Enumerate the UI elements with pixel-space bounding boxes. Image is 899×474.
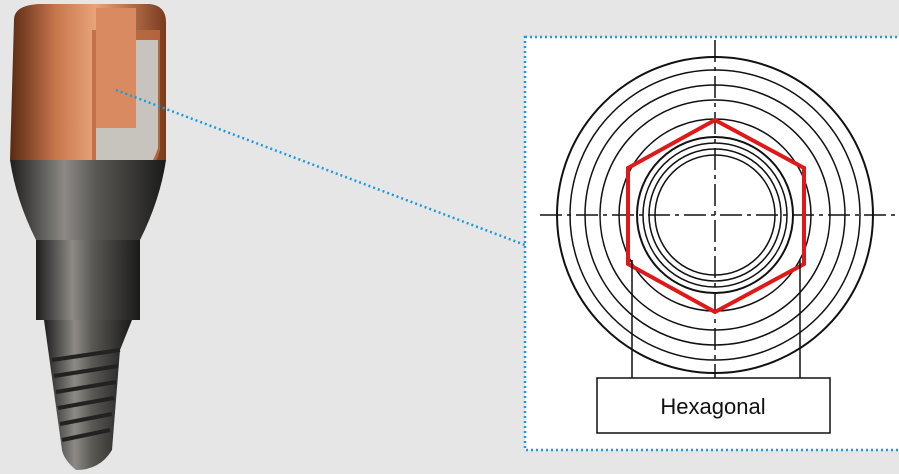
shaft	[36, 240, 140, 320]
page: Hexagonal	[0, 0, 899, 474]
collar	[10, 160, 166, 240]
implant	[10, 4, 166, 470]
screw-channel	[96, 8, 136, 128]
diagram: Hexagonal	[0, 0, 899, 474]
leader-line	[116, 90, 525, 245]
thread-body	[44, 320, 132, 470]
label: Hexagonal	[660, 394, 765, 419]
